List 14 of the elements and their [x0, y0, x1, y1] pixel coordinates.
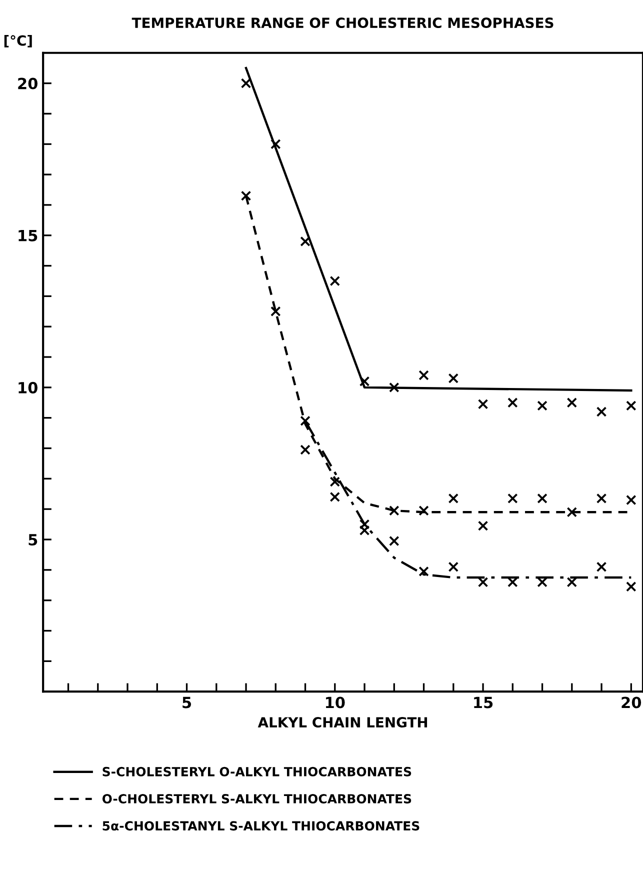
- y-tick-label: 15: [18, 230, 38, 242]
- y-axis-title: [°C]: [4, 35, 32, 48]
- legend-label: S-CHOLESTERYL O-ALKYL THIOCARBONATES: [102, 766, 412, 776]
- legend-label: O-CHOLESTERYL S-ALKYL THIOCARBONATES: [102, 794, 412, 804]
- chart-title: TEMPERATURE RANGE OF CHOLESTERIC MESOPHASES: [132, 18, 554, 28]
- y-tick-label: 5: [28, 534, 38, 546]
- x-axis-title: ALKYL CHAIN LENGTH: [258, 717, 428, 728]
- x-tick-label: 10: [326, 696, 345, 708]
- x-tick-label: 5: [182, 696, 192, 708]
- x-tick-label: 20: [622, 696, 642, 708]
- legend-label: 5α-CHOLESTANYL S-ALKYL THIOCARBONATES: [102, 821, 420, 831]
- y-tick-label: 20: [18, 78, 38, 90]
- y-tick-label: 10: [18, 382, 38, 394]
- x-tick-label: 15: [474, 696, 493, 708]
